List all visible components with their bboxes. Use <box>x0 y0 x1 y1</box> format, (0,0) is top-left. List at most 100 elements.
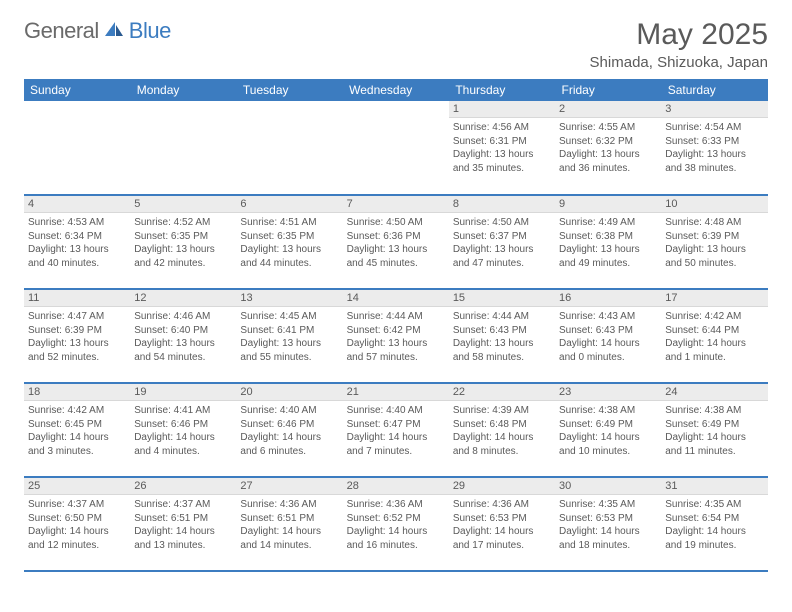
sunrise-line: Sunrise: 4:39 AM <box>453 404 551 418</box>
calendar-cell: 18Sunrise: 4:42 AMSunset: 6:45 PMDayligh… <box>24 383 130 477</box>
day-details: Sunrise: 4:38 AMSunset: 6:49 PMDaylight:… <box>555 401 661 461</box>
day-details: Sunrise: 4:36 AMSunset: 6:52 PMDaylight:… <box>343 495 449 555</box>
logo: General Blue <box>24 18 171 44</box>
sunrise-line: Sunrise: 4:42 AM <box>28 404 126 418</box>
calendar-cell: 26Sunrise: 4:37 AMSunset: 6:51 PMDayligh… <box>130 477 236 571</box>
sunrise-line: Sunrise: 4:38 AM <box>559 404 657 418</box>
sunset-line: Sunset: 6:33 PM <box>665 135 763 149</box>
daylight-line: Daylight: 14 hours and 12 minutes. <box>28 525 126 552</box>
daylight-line: Daylight: 13 hours and 55 minutes. <box>240 337 338 364</box>
day-details: Sunrise: 4:47 AMSunset: 6:39 PMDaylight:… <box>24 307 130 367</box>
day-details: Sunrise: 4:36 AMSunset: 6:53 PMDaylight:… <box>449 495 555 555</box>
sunrise-line: Sunrise: 4:50 AM <box>453 216 551 230</box>
sunset-line: Sunset: 6:45 PM <box>28 418 126 432</box>
sunset-line: Sunset: 6:34 PM <box>28 230 126 244</box>
daylight-line: Daylight: 13 hours and 54 minutes. <box>134 337 232 364</box>
sunset-line: Sunset: 6:37 PM <box>453 230 551 244</box>
day-details: Sunrise: 4:44 AMSunset: 6:42 PMDaylight:… <box>343 307 449 367</box>
calendar-cell: 13Sunrise: 4:45 AMSunset: 6:41 PMDayligh… <box>236 289 342 383</box>
sunset-line: Sunset: 6:32 PM <box>559 135 657 149</box>
calendar-cell <box>130 101 236 195</box>
calendar-cell: 29Sunrise: 4:36 AMSunset: 6:53 PMDayligh… <box>449 477 555 571</box>
day-details: Sunrise: 4:35 AMSunset: 6:53 PMDaylight:… <box>555 495 661 555</box>
day-number: 2 <box>555 101 661 118</box>
calendar-cell: 15Sunrise: 4:44 AMSunset: 6:43 PMDayligh… <box>449 289 555 383</box>
day-details: Sunrise: 4:53 AMSunset: 6:34 PMDaylight:… <box>24 213 130 273</box>
day-details: Sunrise: 4:50 AMSunset: 6:37 PMDaylight:… <box>449 213 555 273</box>
daylight-line: Daylight: 14 hours and 0 minutes. <box>559 337 657 364</box>
day-number: 11 <box>24 290 130 307</box>
day-details: Sunrise: 4:56 AMSunset: 6:31 PMDaylight:… <box>449 118 555 178</box>
sunrise-line: Sunrise: 4:42 AM <box>665 310 763 324</box>
calendar-cell: 23Sunrise: 4:38 AMSunset: 6:49 PMDayligh… <box>555 383 661 477</box>
calendar-cell: 21Sunrise: 4:40 AMSunset: 6:47 PMDayligh… <box>343 383 449 477</box>
daylight-line: Daylight: 13 hours and 35 minutes. <box>453 148 551 175</box>
calendar-cell: 30Sunrise: 4:35 AMSunset: 6:53 PMDayligh… <box>555 477 661 571</box>
sunset-line: Sunset: 6:51 PM <box>134 512 232 526</box>
day-number: 25 <box>24 478 130 495</box>
sunset-line: Sunset: 6:35 PM <box>134 230 232 244</box>
sunset-line: Sunset: 6:44 PM <box>665 324 763 338</box>
day-number: 13 <box>236 290 342 307</box>
day-details: Sunrise: 4:35 AMSunset: 6:54 PMDaylight:… <box>661 495 767 555</box>
sunrise-line: Sunrise: 4:40 AM <box>240 404 338 418</box>
sunrise-line: Sunrise: 4:37 AM <box>134 498 232 512</box>
daylight-line: Daylight: 13 hours and 57 minutes. <box>347 337 445 364</box>
day-details: Sunrise: 4:51 AMSunset: 6:35 PMDaylight:… <box>236 213 342 273</box>
day-number-empty <box>236 101 342 117</box>
calendar-cell: 8Sunrise: 4:50 AMSunset: 6:37 PMDaylight… <box>449 195 555 289</box>
daylight-line: Daylight: 14 hours and 6 minutes. <box>240 431 338 458</box>
calendar-cell: 6Sunrise: 4:51 AMSunset: 6:35 PMDaylight… <box>236 195 342 289</box>
day-details: Sunrise: 4:54 AMSunset: 6:33 PMDaylight:… <box>661 118 767 178</box>
calendar-cell: 4Sunrise: 4:53 AMSunset: 6:34 PMDaylight… <box>24 195 130 289</box>
calendar-cell: 12Sunrise: 4:46 AMSunset: 6:40 PMDayligh… <box>130 289 236 383</box>
sunset-line: Sunset: 6:48 PM <box>453 418 551 432</box>
sunrise-line: Sunrise: 4:51 AM <box>240 216 338 230</box>
calendar-cell: 16Sunrise: 4:43 AMSunset: 6:43 PMDayligh… <box>555 289 661 383</box>
title-block: May 2025 Shimada, Shizuoka, Japan <box>590 18 768 71</box>
daylight-line: Daylight: 14 hours and 1 minute. <box>665 337 763 364</box>
day-number: 27 <box>236 478 342 495</box>
sunrise-line: Sunrise: 4:36 AM <box>347 498 445 512</box>
sunset-line: Sunset: 6:46 PM <box>134 418 232 432</box>
day-details: Sunrise: 4:38 AMSunset: 6:49 PMDaylight:… <box>661 401 767 461</box>
day-number: 6 <box>236 196 342 213</box>
sunset-line: Sunset: 6:53 PM <box>559 512 657 526</box>
sunset-line: Sunset: 6:49 PM <box>665 418 763 432</box>
day-number-empty <box>343 101 449 117</box>
day-header: Tuesday <box>236 79 342 101</box>
day-number: 4 <box>24 196 130 213</box>
sunrise-line: Sunrise: 4:55 AM <box>559 121 657 135</box>
calendar-cell: 10Sunrise: 4:48 AMSunset: 6:39 PMDayligh… <box>661 195 767 289</box>
daylight-line: Daylight: 14 hours and 8 minutes. <box>453 431 551 458</box>
calendar-cell: 3Sunrise: 4:54 AMSunset: 6:33 PMDaylight… <box>661 101 767 195</box>
sunset-line: Sunset: 6:53 PM <box>453 512 551 526</box>
sunrise-line: Sunrise: 4:53 AM <box>28 216 126 230</box>
calendar-cell: 11Sunrise: 4:47 AMSunset: 6:39 PMDayligh… <box>24 289 130 383</box>
daylight-line: Daylight: 14 hours and 10 minutes. <box>559 431 657 458</box>
sunset-line: Sunset: 6:38 PM <box>559 230 657 244</box>
calendar-cell: 9Sunrise: 4:49 AMSunset: 6:38 PMDaylight… <box>555 195 661 289</box>
day-number: 1 <box>449 101 555 118</box>
sunrise-line: Sunrise: 4:35 AM <box>559 498 657 512</box>
sunrise-line: Sunrise: 4:37 AM <box>28 498 126 512</box>
header: General Blue May 2025 Shimada, Shizuoka,… <box>24 18 768 71</box>
day-details: Sunrise: 4:37 AMSunset: 6:51 PMDaylight:… <box>130 495 236 555</box>
sunset-line: Sunset: 6:51 PM <box>240 512 338 526</box>
calendar-cell: 19Sunrise: 4:41 AMSunset: 6:46 PMDayligh… <box>130 383 236 477</box>
sunset-line: Sunset: 6:46 PM <box>240 418 338 432</box>
day-number: 29 <box>449 478 555 495</box>
sunset-line: Sunset: 6:42 PM <box>347 324 445 338</box>
day-details: Sunrise: 4:39 AMSunset: 6:48 PMDaylight:… <box>449 401 555 461</box>
day-details: Sunrise: 4:45 AMSunset: 6:41 PMDaylight:… <box>236 307 342 367</box>
calendar-cell <box>24 101 130 195</box>
day-number: 28 <box>343 478 449 495</box>
daylight-line: Daylight: 14 hours and 13 minutes. <box>134 525 232 552</box>
sunset-line: Sunset: 6:35 PM <box>240 230 338 244</box>
day-number: 19 <box>130 384 236 401</box>
daylight-line: Daylight: 13 hours and 50 minutes. <box>665 243 763 270</box>
day-details: Sunrise: 4:46 AMSunset: 6:40 PMDaylight:… <box>130 307 236 367</box>
day-header: Friday <box>555 79 661 101</box>
sunrise-line: Sunrise: 4:40 AM <box>347 404 445 418</box>
day-number: 8 <box>449 196 555 213</box>
